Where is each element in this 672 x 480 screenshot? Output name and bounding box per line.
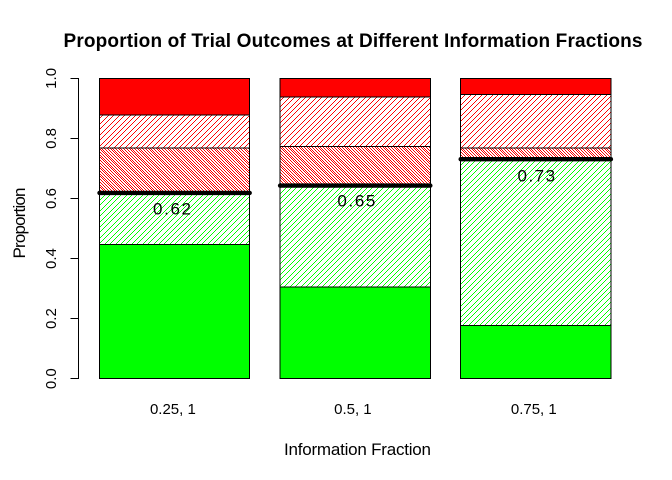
- svg-text:0.8: 0.8: [43, 128, 60, 149]
- svg-text:0.73: 0.73: [518, 167, 556, 186]
- svg-text:0.2: 0.2: [43, 308, 60, 329]
- svg-text:0.0: 0.0: [43, 368, 60, 389]
- svg-text:Information Fraction: Information Fraction: [284, 440, 431, 459]
- svg-text:0.65: 0.65: [337, 192, 375, 211]
- svg-text:Proportion: Proportion: [10, 188, 29, 259]
- svg-text:0.5, 1: 0.5, 1: [334, 401, 372, 418]
- svg-text:0.75, 1: 0.75, 1: [511, 401, 557, 418]
- svg-text:0.6: 0.6: [43, 188, 60, 209]
- svg-text:Proportion of Trial Outcomes a: Proportion of Trial Outcomes at Differen…: [64, 31, 643, 52]
- svg-text:0.4: 0.4: [43, 248, 60, 269]
- svg-text:1.0: 1.0: [43, 68, 60, 89]
- svg-text:0.62: 0.62: [153, 200, 191, 219]
- svg-text:0.25, 1: 0.25, 1: [150, 401, 196, 418]
